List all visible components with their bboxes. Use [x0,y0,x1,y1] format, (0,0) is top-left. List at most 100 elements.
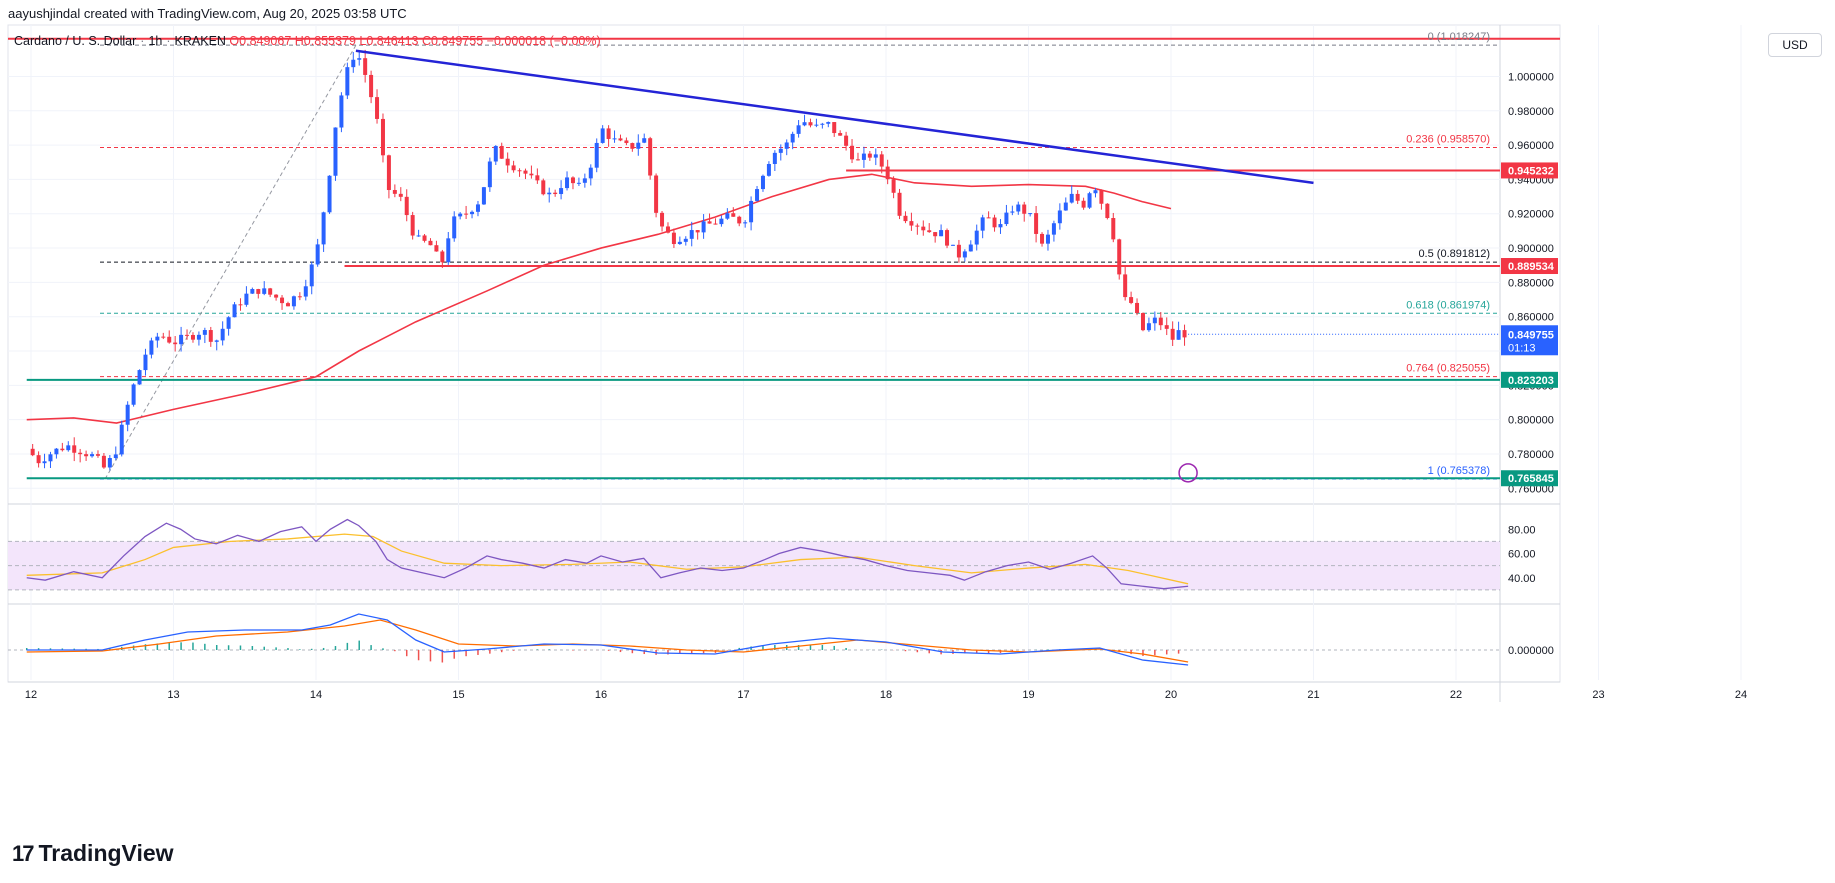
x-tick-label: 20 [1165,689,1177,701]
candle-body [143,354,148,371]
candle-body [392,190,397,194]
y-tick-label: 0.980000 [1508,106,1554,118]
candle-body [588,167,593,179]
candle-body [363,58,368,75]
y-tick-label: 1.000000 [1508,71,1554,83]
candle-body [766,163,771,176]
candle-body [101,455,106,468]
low-value: L0.846413 [359,34,419,48]
candle-body [208,330,213,342]
candle-body [725,213,730,219]
candle-body [873,154,878,158]
candle-body [529,173,534,176]
candle-body [915,225,920,227]
macd-signal-line [26,619,1189,663]
candle-body [535,175,540,181]
candle-body [244,293,249,305]
interval[interactable]: 1h [148,34,163,48]
candle-body [945,230,950,246]
candle-body [250,289,255,294]
candle-body [238,304,243,306]
candle-body [927,230,932,233]
candle-body [285,303,290,307]
candle-body [992,217,997,228]
x-tick-label: 19 [1022,689,1034,701]
candle-body [713,223,718,225]
candle-body [380,118,385,156]
candle-body [838,133,843,136]
candle-body [1099,190,1104,204]
candle-body [962,251,967,258]
candle-body [280,297,285,304]
candle-body [155,336,160,341]
tradingview-brand[interactable]: 17 TradingView [12,840,174,867]
candle-body [464,213,469,215]
candle-body [933,232,938,237]
candle-body [1081,200,1086,208]
open-value: O0.849067 [229,34,292,48]
candle-body [481,187,486,205]
candle-body [1117,239,1122,275]
candle-body [297,296,302,298]
symbol-legend: Cardano / U. S. Dollar · 1h · KRAKEN O0.8490… [14,34,601,48]
candle-body [345,67,350,96]
candle-body [820,123,825,125]
candle-body [232,304,237,318]
candle-body [517,170,522,172]
change-value: −0.000018 (−0.00%) [486,34,601,48]
attribution: aayushjindal created with TradingView.co… [8,6,407,21]
candle-body [909,221,914,226]
candle-body [576,182,581,184]
candle-body [660,212,665,227]
fib-level-label: 0 (1.018247) [1428,31,1490,43]
x-tick-label: 22 [1450,689,1462,701]
candle-body [1129,297,1134,303]
x-tick-label: 15 [452,689,464,701]
y-tick-label: 0.860000 [1508,312,1554,324]
candle-body [986,217,991,219]
candle-body [78,452,83,455]
candle-body [719,218,724,225]
candle-body [1152,317,1157,324]
candle-body [565,177,570,189]
current-price-tag [1501,325,1558,356]
candle-body [185,334,190,336]
fib-level-label: 1 (0.765378) [1428,465,1490,477]
candle-body [333,127,338,176]
x-tick-label: 23 [1592,689,1604,701]
candle-body [956,244,961,258]
candles-group [30,49,1187,471]
candle-body [594,142,599,168]
replay-icon [1178,463,1198,483]
candle-body [220,328,225,341]
candle-body [939,230,944,237]
candle-body [861,153,866,160]
candle-body [54,448,59,455]
candle-body [119,424,124,455]
candle-body [665,226,670,233]
candle-body [214,340,219,342]
candle-body [897,192,902,216]
currency-button[interactable]: USD [1768,33,1822,57]
candle-body [553,192,558,195]
candle-body [1063,202,1068,211]
candle-body [755,189,760,201]
high-value: H0.855379 [294,34,356,48]
candle-body [196,334,201,340]
descending-trendline [355,49,1314,185]
candle-body [677,241,682,245]
fib-level-label: 0.764 (0.825055) [1406,363,1490,375]
candle-body [256,289,261,294]
candle-body [867,153,872,158]
candle-body [179,334,184,345]
candle-body [327,175,332,213]
candle-body [369,74,374,98]
rsi-tick-label: 40.00 [1508,573,1536,585]
x-tick-label: 21 [1307,689,1319,701]
candle-body [582,178,587,183]
symbol-name[interactable]: Cardano / U. S. Dollar [14,34,137,48]
candle-body [624,140,629,144]
y-tick-label: 0.780000 [1508,449,1554,461]
candle-body [606,128,611,139]
